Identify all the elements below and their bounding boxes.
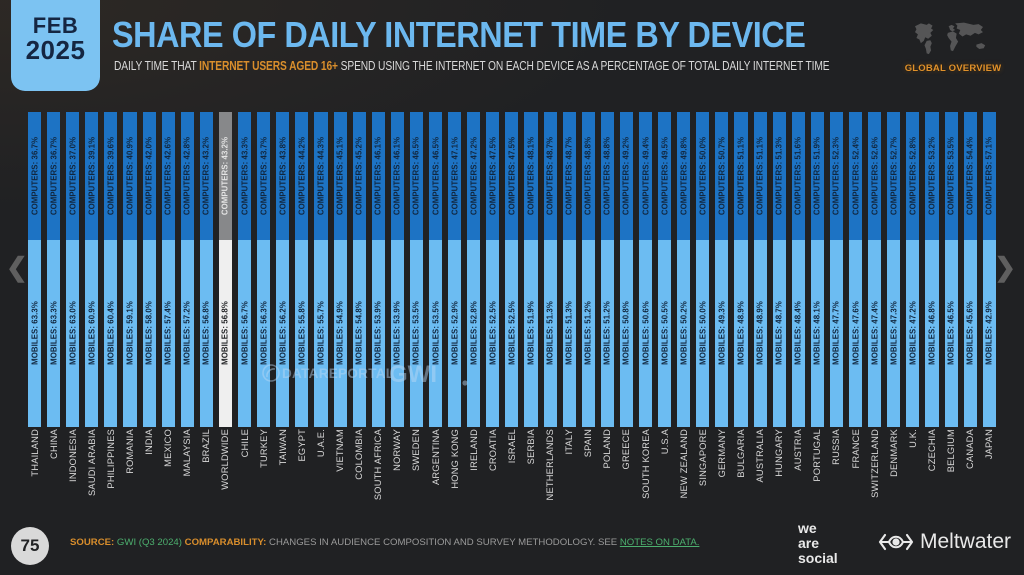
- svg-text:GWI: GWI: [389, 361, 437, 388]
- svg-text:DATAREPORTAL: DATAREPORTAL: [282, 366, 394, 381]
